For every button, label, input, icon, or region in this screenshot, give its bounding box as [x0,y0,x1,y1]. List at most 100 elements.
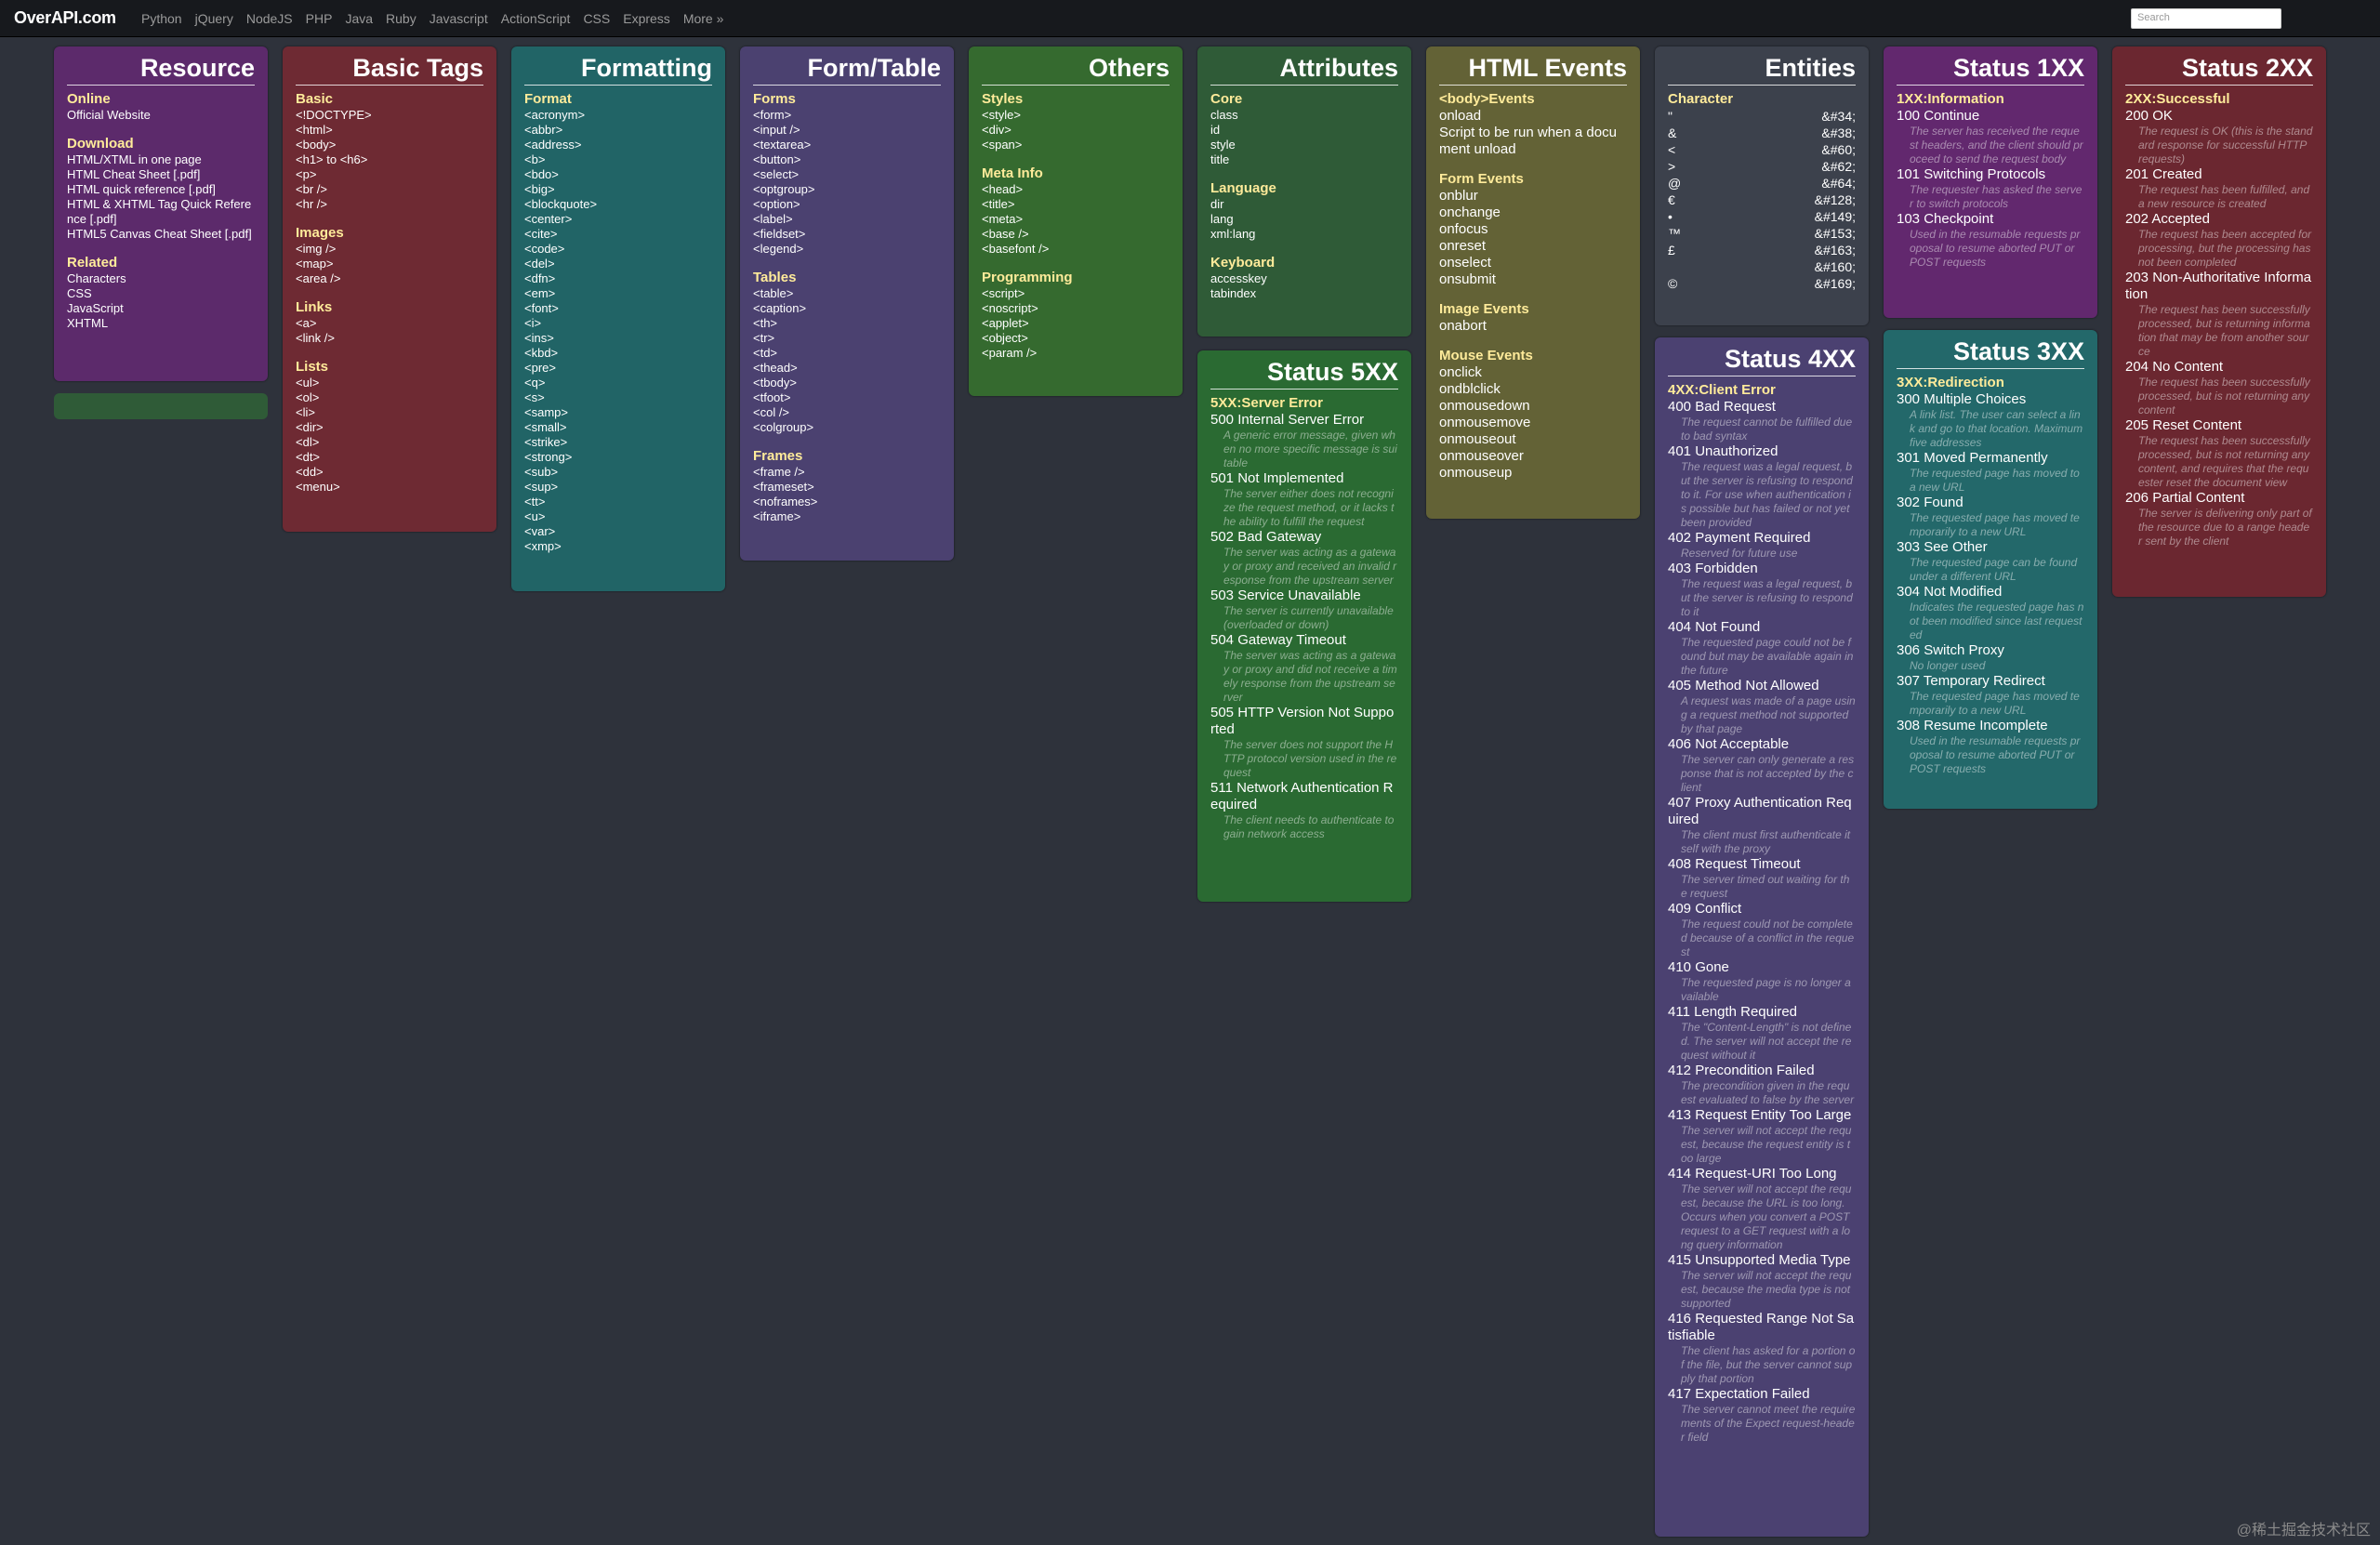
status-code[interactable]: 205 Reset Content [2125,417,2242,433]
card-link[interactable]: <col /> [753,405,790,419]
card-link[interactable]: <strike> [524,435,568,449]
card-link[interactable]: <iframe> [753,509,801,523]
card-link[interactable]: style [1210,138,1236,152]
card-link[interactable]: <ol> [296,390,320,404]
entity-row[interactable]: > &#62; [1668,158,1856,175]
card-link[interactable]: <b> [524,152,546,166]
card-link[interactable]: <input /> [753,123,800,137]
card-link[interactable]: <a> [296,316,317,330]
card-link[interactable]: <cite> [524,227,558,241]
status-code[interactable]: 415 Unsupported Media Type [1668,1252,1851,1268]
card-link[interactable]: <map> [296,257,334,271]
card-link[interactable]: <!DOCTYPE> [296,108,372,122]
card-link[interactable]: xml:lang [1210,227,1256,241]
card-link[interactable]: <pre> [524,361,556,375]
card-link[interactable]: <applet> [982,316,1029,330]
nav-link[interactable]: Ruby [386,11,416,26]
card-link[interactable]: <p> [296,167,317,181]
card-link[interactable]: tabindex [1210,286,1257,300]
card-link[interactable]: <del> [524,257,555,271]
card-link[interactable]: <blockquote> [524,197,598,211]
card-link[interactable]: Characters [67,271,126,285]
entity-row[interactable]: & &#38; [1668,125,1856,141]
status-code[interactable]: 417 Expectation Failed [1668,1386,1810,1402]
card-link[interactable]: onmouseup [1439,465,1513,481]
card-link[interactable]: class [1210,108,1238,122]
nav-link[interactable]: Javascript [429,11,488,26]
card-link[interactable]: <object> [982,331,1028,345]
card-link[interactable]: <style> [982,108,1021,122]
card-link[interactable]: <fieldset> [753,227,806,241]
card-link[interactable]: accesskey [1210,271,1267,285]
card-link[interactable]: <dfn> [524,271,556,285]
card-link[interactable]: <sup> [524,480,559,494]
card-link[interactable]: HTML5 Canvas Cheat Sheet [.pdf] [67,227,252,241]
card-link[interactable]: <img /> [296,242,337,256]
card-link[interactable]: <tr> [753,331,775,345]
status-code[interactable]: 500 Internal Server Error [1210,412,1365,428]
entity-row[interactable]: @ &#64; [1668,175,1856,191]
card-link[interactable]: id [1210,123,1221,137]
card-link[interactable]: <label> [753,212,793,226]
card-link[interactable]: <td> [753,346,778,360]
card-link[interactable]: <small> [524,420,567,434]
status-code[interactable]: 401 Unauthorized [1668,443,1778,459]
card-link[interactable]: <textarea> [753,138,812,152]
card-link[interactable]: <form> [753,108,792,122]
status-code[interactable]: 502 Bad Gateway [1210,529,1322,545]
card-link[interactable]: <dl> [296,435,320,449]
status-code[interactable]: 200 OK [2125,108,2173,124]
entity-row[interactable]: • &#149; [1668,208,1856,225]
entity-row[interactable]: © &#169; [1668,275,1856,292]
card-link[interactable]: <head> [982,182,1024,196]
status-code[interactable]: 408 Request Timeout [1668,856,1801,872]
status-code[interactable]: 405 Method Not Allowed [1668,678,1819,693]
card-link[interactable]: dir [1210,197,1224,211]
status-code[interactable]: 304 Not Modified [1897,584,2003,600]
card-link[interactable]: <span> [982,138,1023,152]
card-link[interactable]: onblur [1439,188,1478,204]
card-link[interactable]: <code> [524,242,565,256]
status-code[interactable]: 409 Conflict [1668,901,1742,917]
card-link[interactable]: <noframes> [753,495,818,508]
card-link[interactable]: HTML quick reference [.pdf] [67,182,216,196]
card-link[interactable]: <i> [524,316,542,330]
card-link[interactable]: onchange [1439,205,1501,220]
entity-row[interactable]: < &#60; [1668,141,1856,158]
card-link[interactable]: <script> [982,286,1025,300]
status-code[interactable]: 406 Not Acceptable [1668,736,1790,752]
card-link[interactable]: <area /> [296,271,341,285]
card-link[interactable]: <meta> [982,212,1024,226]
status-code[interactable]: 402 Payment Required [1668,530,1811,546]
card-link[interactable]: <menu> [296,480,340,494]
status-code[interactable]: 411 Length Required [1668,1004,1797,1020]
card-link[interactable]: Official Website [67,108,151,122]
card-link[interactable]: <caption> [753,301,807,315]
status-code[interactable]: 511 Network Authentication Required [1210,780,1394,812]
site-logo[interactable]: OverAPI.com [14,8,116,27]
card-link[interactable]: <q> [524,376,546,390]
card-link[interactable]: onmouseover [1439,448,1524,464]
nav-link[interactable]: CSS [583,11,611,26]
card-link[interactable]: <s> [524,390,545,404]
card-link[interactable]: lang [1210,212,1234,226]
status-code[interactable]: 301 Moved Permanently [1897,450,2048,466]
nav-link[interactable]: Java [345,11,374,26]
card-link[interactable]: CSS [67,286,92,300]
nav-link[interactable]: ActionScript [500,11,571,26]
card-link[interactable]: onmousemove [1439,415,1531,430]
nav-link[interactable]: Python [141,11,182,26]
card-link[interactable]: onabort [1439,318,1487,334]
card-link[interactable]: HTML Cheat Sheet [.pdf] [67,167,201,181]
nav-link[interactable]: More » [682,11,724,26]
status-code[interactable]: 307 Temporary Redirect [1897,673,2045,689]
card-link[interactable]: onfocus [1439,221,1488,237]
card-link[interactable]: <button> [753,152,801,166]
card-link[interactable]: onmousedown [1439,398,1530,414]
card-link[interactable]: onclick [1439,364,1482,380]
card-link[interactable]: ondblclick [1439,381,1501,397]
card-link[interactable]: <li> [296,405,315,419]
card-link[interactable]: <basefont /> [982,242,1050,256]
card-link[interactable]: <param /> [982,346,1038,360]
card-link[interactable]: <sub> [524,465,559,479]
